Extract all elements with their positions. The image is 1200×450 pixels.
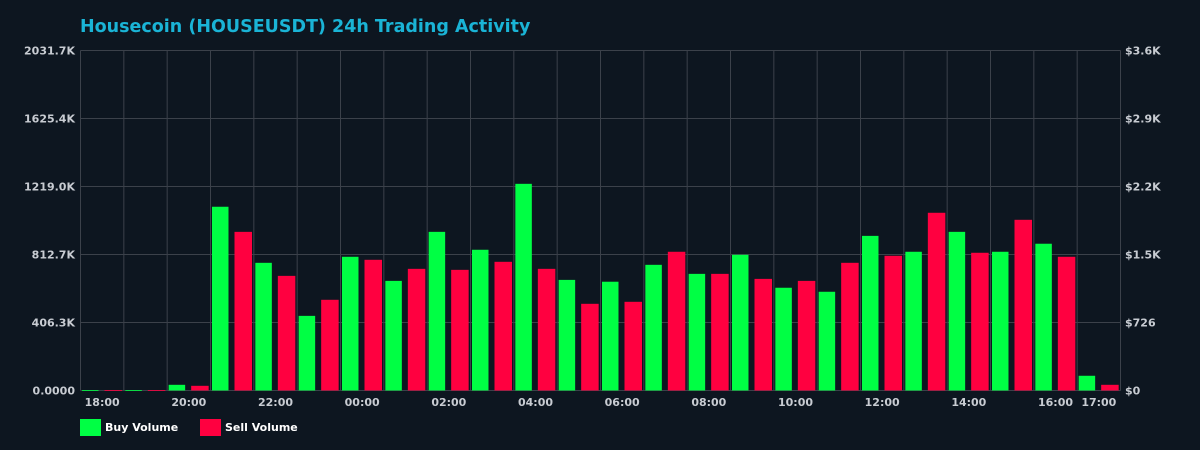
bar-buy-volume <box>905 251 922 391</box>
bar-buy-volume <box>212 206 229 391</box>
y-left-tick-label: 1219.0K <box>24 181 75 194</box>
legend: Buy Volume Sell Volume <box>80 419 298 436</box>
legend-label-sell: Sell Volume <box>225 421 298 434</box>
y-right-tick-label: $2.2K <box>1125 181 1161 194</box>
legend-swatch-buy <box>80 419 101 436</box>
bar-buy-volume <box>82 389 99 391</box>
bar-buy-volume <box>775 287 792 391</box>
bar-sell-volume <box>1057 256 1076 391</box>
x-tick-label: 08:00 <box>691 396 726 409</box>
y-axis-right: $0 $726 $1.5K $2.2K $2.9K $3.6K <box>1125 45 1161 398</box>
x-tick-label: 16:00 <box>1038 396 1073 409</box>
bar-buy-volume <box>732 254 749 391</box>
bar-buy-volume <box>862 235 879 391</box>
bar-sell-volume <box>234 231 252 391</box>
bar-sell-volume <box>711 273 729 391</box>
y-right-tick-label: $726 <box>1125 317 1156 330</box>
y-right-tick-label: $0 <box>1125 385 1141 398</box>
x-tick-label: 18:00 <box>85 396 120 409</box>
bar-buy-volume <box>1078 375 1096 391</box>
x-tick-label: 20:00 <box>171 396 206 409</box>
bar-sell-volume <box>277 275 296 391</box>
bar-sell-volume <box>581 303 599 391</box>
bar-sell-volume <box>841 262 859 391</box>
bar-buy-volume <box>168 384 186 391</box>
bar-buy-volume <box>818 291 836 391</box>
legend-item-buy[interactable]: Buy Volume <box>80 419 178 436</box>
bar-sell-volume <box>494 261 512 391</box>
y-left-tick-label: 1625.4K <box>24 112 75 125</box>
bar-buy-volume <box>342 256 359 391</box>
bar-sell-volume <box>971 252 989 391</box>
bar-buy-volume <box>645 264 662 391</box>
y-left-tick-label: 0.0000 <box>33 385 76 398</box>
bar-sell-volume <box>884 255 902 391</box>
bar-buy-volume <box>515 183 532 391</box>
bar-buy-volume <box>992 251 1009 391</box>
chart-title: Housecoin (HOUSEUSDT) 24h Trading Activi… <box>80 17 531 37</box>
bars <box>82 183 1119 391</box>
bar-buy-volume <box>558 279 576 391</box>
bar-buy-volume <box>428 231 446 391</box>
x-tick-label: 14:00 <box>951 396 986 409</box>
bar-buy-volume <box>298 315 316 391</box>
y-left-tick-label: 406.3K <box>32 317 76 330</box>
x-tick-label: 04:00 <box>518 396 553 409</box>
bar-sell-volume <box>191 385 209 391</box>
legend-item-sell[interactable]: Sell Volume <box>200 419 298 436</box>
bar-sell-volume <box>1014 219 1032 391</box>
bar-sell-volume <box>537 268 556 391</box>
y-right-tick-label: $3.6K <box>1125 45 1161 58</box>
y-left-tick-label: 2031.7K <box>24 45 75 58</box>
bar-sell-volume <box>364 259 382 391</box>
bar-sell-volume <box>104 389 122 391</box>
bar-sell-volume <box>624 301 642 391</box>
bar-buy-volume <box>688 273 706 391</box>
bar-buy-volume <box>472 249 489 391</box>
grid <box>80 50 1121 391</box>
bar-buy-volume <box>948 231 966 391</box>
y-left-tick-label: 812.7K <box>32 248 76 261</box>
x-tick-label: 17:00 <box>1081 396 1116 409</box>
bar-buy-volume <box>602 281 619 391</box>
x-axis: 18:00 20:00 22:00 00:00 02:00 04:00 06:00 08:00… <box>85 396 1117 409</box>
bar-sell-volume <box>321 299 339 391</box>
bar-sell-volume <box>927 212 946 391</box>
bar-buy-volume <box>1035 243 1052 391</box>
x-tick-label: 00:00 <box>345 396 380 409</box>
bar-sell-volume <box>754 278 772 391</box>
x-tick-label: 22:00 <box>258 396 293 409</box>
x-tick-label: 10:00 <box>778 396 813 409</box>
bar-sell-volume <box>407 268 426 391</box>
legend-swatch-sell <box>200 419 221 436</box>
x-tick-label: 12:00 <box>865 396 900 409</box>
x-tick-label: 06:00 <box>605 396 640 409</box>
bar-sell-volume <box>1101 384 1119 391</box>
bar-buy-volume <box>385 280 402 391</box>
bar-sell-volume <box>451 269 469 391</box>
y-axis-left: 0.0000 406.3K 812.7K 1219.0K 1625.4K 2031.7K <box>24 45 75 398</box>
y-right-tick-label: $1.5K <box>1125 249 1161 262</box>
bar-buy-volume <box>125 389 142 391</box>
y-right-tick-label: $2.9K <box>1125 113 1161 126</box>
legend-label-buy: Buy Volume <box>105 421 178 434</box>
bar-sell-volume <box>667 251 686 391</box>
bar-sell-volume <box>797 280 816 391</box>
bar-sell-volume <box>147 390 166 391</box>
x-tick-label: 02:00 <box>431 396 466 409</box>
bar-buy-volume <box>255 262 272 391</box>
